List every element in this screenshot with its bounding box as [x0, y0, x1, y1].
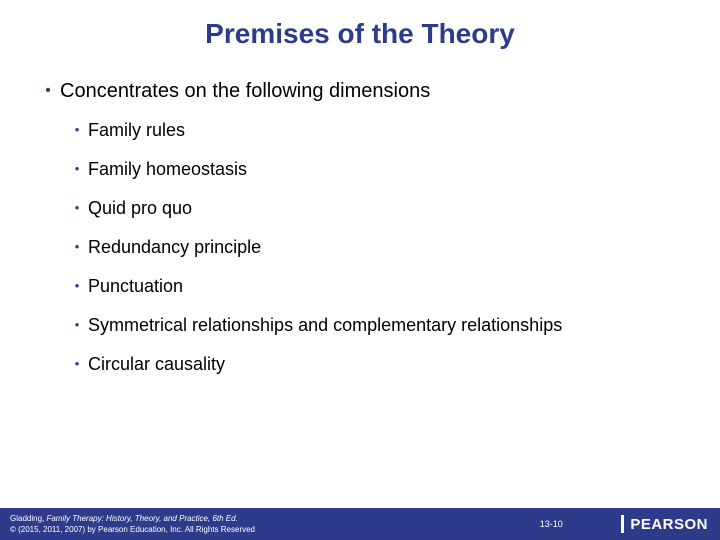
bullet-level2: • Redundancy principle — [66, 235, 684, 259]
bullet-level2: • Punctuation — [66, 274, 684, 298]
bullet-dot-icon: • — [36, 78, 60, 104]
slide-content: • Concentrates on the following dimensio… — [0, 58, 720, 376]
bullet-dot-icon: • — [66, 352, 88, 376]
bullet-text: Redundancy principle — [88, 235, 261, 259]
bullet-level2: • Circular causality — [66, 352, 684, 376]
bullet-dot-icon: • — [66, 118, 88, 142]
bullet-dot-icon: • — [66, 274, 88, 298]
footer-author: Gladding, — [10, 514, 46, 523]
slide-footer: Gladding, Family Therapy: History, Theor… — [0, 508, 720, 540]
bullet-level2: • Symmetrical relationships and compleme… — [66, 313, 684, 337]
bullet-text: Family homeostasis — [88, 157, 247, 181]
bullet-text: Circular causality — [88, 352, 225, 376]
footer-copyright: © (2015, 2011, 2007) by Pearson Educatio… — [10, 524, 481, 535]
bullet-level2: • Family rules — [66, 118, 684, 142]
sub-bullet-list: • Family rules • Family homeostasis • Qu… — [36, 118, 684, 376]
bullet-text: Symmetrical relationships and complement… — [88, 313, 562, 337]
bullet-text: Punctuation — [88, 274, 183, 298]
bullet-level2: • Quid pro quo — [66, 196, 684, 220]
bullet-level2: • Family homeostasis — [66, 157, 684, 181]
slide-title: Premises of the Theory — [0, 0, 720, 58]
bullet-text: Family rules — [88, 118, 185, 142]
bullet-dot-icon: • — [66, 196, 88, 220]
pearson-bar-icon — [621, 515, 624, 533]
bullet-dot-icon: • — [66, 313, 88, 337]
slide: Premises of the Theory • Concentrates on… — [0, 0, 720, 540]
footer-page-number: 13-10 — [481, 519, 621, 529]
footer-brand: PEARSON — [621, 515, 720, 533]
bullet-level1: • Concentrates on the following dimensio… — [36, 78, 684, 104]
footer-book-title: Family Therapy: History, Theory, and Pra… — [46, 514, 237, 523]
pearson-logo: PEARSON — [630, 516, 708, 533]
bullet-text: Quid pro quo — [88, 196, 192, 220]
intro-text: Concentrates on the following dimensions — [60, 78, 430, 104]
bullet-dot-icon: • — [66, 235, 88, 259]
bullet-dot-icon: • — [66, 157, 88, 181]
footer-citation: Gladding, Family Therapy: History, Theor… — [0, 513, 481, 535]
